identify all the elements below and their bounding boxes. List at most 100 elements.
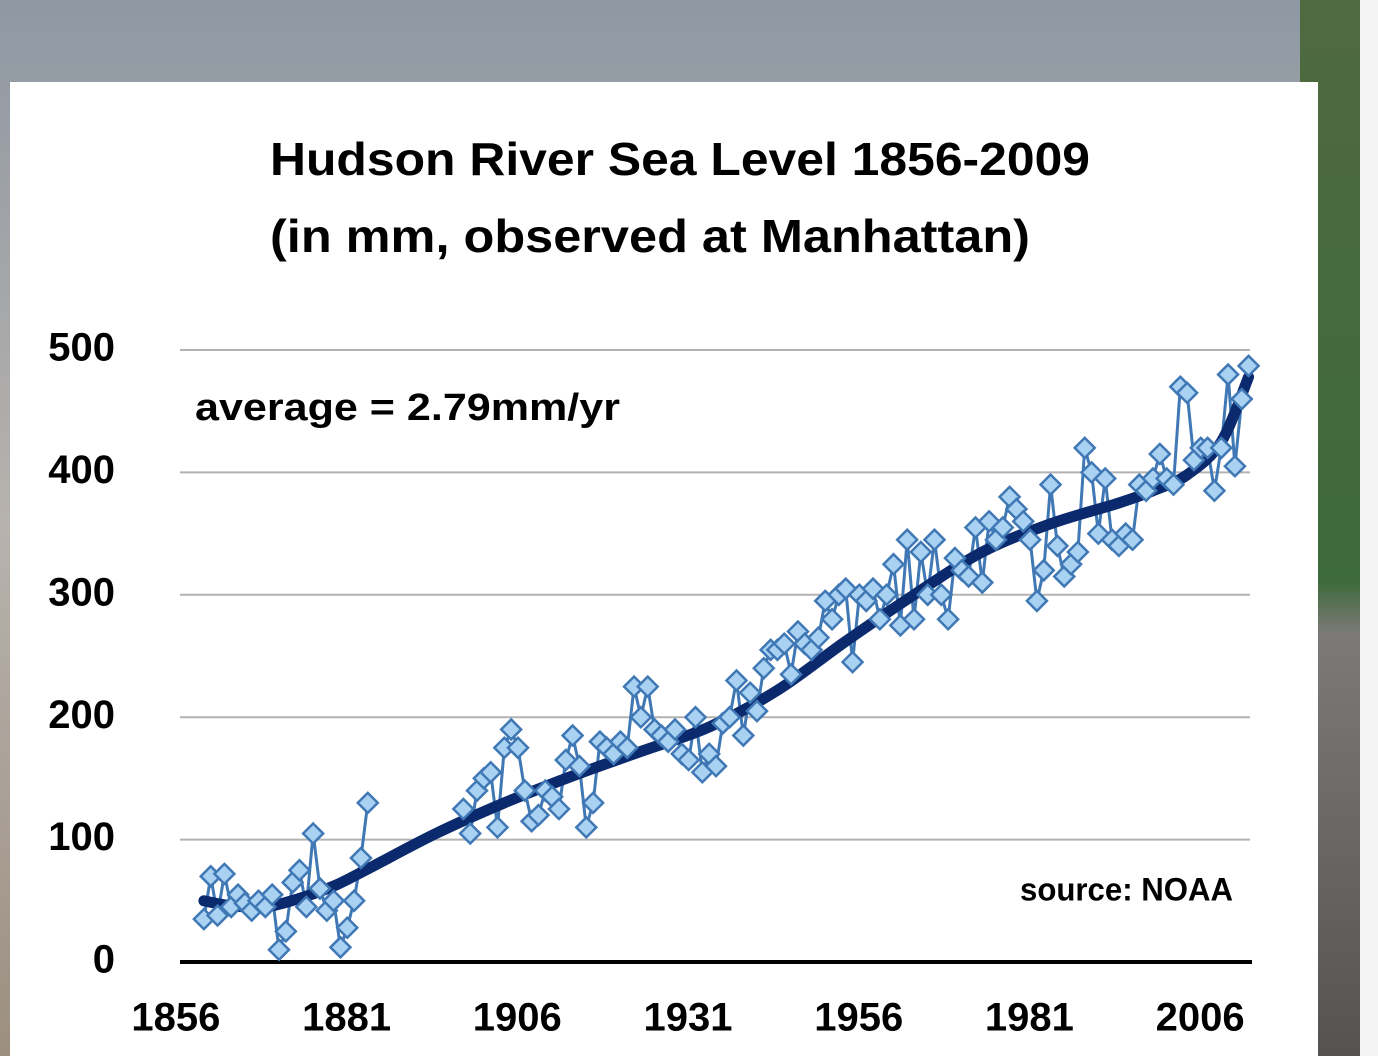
data-point xyxy=(1011,509,1036,534)
data-point xyxy=(335,915,360,940)
data-point xyxy=(349,846,373,870)
background-edge xyxy=(1360,0,1378,1056)
data-point xyxy=(212,862,237,886)
data-point xyxy=(683,705,708,729)
data-point xyxy=(478,760,503,785)
data-point xyxy=(752,656,776,681)
data-point xyxy=(567,754,592,778)
data-point xyxy=(328,935,353,960)
data-point xyxy=(840,650,865,674)
x-tick-label: 2006 xyxy=(1156,996,1245,1040)
data-point xyxy=(342,889,366,913)
data-point xyxy=(615,736,640,760)
data-point xyxy=(663,717,687,742)
data-point xyxy=(1209,436,1234,460)
data-point xyxy=(738,680,762,705)
data-point xyxy=(1216,362,1240,387)
data-point xyxy=(745,699,769,723)
data-point xyxy=(1072,436,1097,460)
data-point xyxy=(260,882,284,907)
data-point xyxy=(956,564,981,589)
data-point xyxy=(458,821,482,846)
data-point xyxy=(1229,387,1254,411)
data-point xyxy=(356,791,380,815)
data-point xyxy=(1045,534,1070,558)
data-point xyxy=(581,791,605,815)
data-point xyxy=(676,748,701,772)
data-point xyxy=(321,889,346,913)
data-point xyxy=(922,527,947,552)
data-point xyxy=(820,607,844,632)
x-tick-label: 1906 xyxy=(473,996,562,1040)
data-point xyxy=(806,625,831,650)
data-point xyxy=(1086,521,1111,546)
data-point xyxy=(909,540,933,564)
data-point xyxy=(1175,381,1199,405)
data-point xyxy=(717,705,742,729)
data-point xyxy=(267,937,291,962)
data-point xyxy=(868,607,892,632)
x-tick-label: 1981 xyxy=(985,996,1074,1040)
y-tick-label: 300 xyxy=(48,570,115,614)
data-point xyxy=(881,552,906,576)
data-point xyxy=(629,705,653,729)
data-point xyxy=(301,821,325,846)
data-point xyxy=(1148,442,1172,466)
data-point xyxy=(499,717,523,742)
data-point xyxy=(902,607,926,632)
data-point xyxy=(574,815,599,840)
data-point xyxy=(506,736,530,760)
data-point xyxy=(731,723,756,748)
annotation: source: NOAA xyxy=(1020,871,1233,907)
data-point xyxy=(704,754,728,778)
data-point xyxy=(205,903,230,928)
data-point xyxy=(970,570,995,595)
data-point xyxy=(451,797,476,821)
data-point xyxy=(294,895,319,919)
data-point xyxy=(274,919,298,944)
chart-subtitle: (in mm, observed at Manhattan) xyxy=(270,210,1030,262)
data-point xyxy=(1018,527,1042,552)
grid xyxy=(180,349,1252,964)
plot-area xyxy=(192,354,1261,962)
data-point xyxy=(861,576,885,601)
y-tick-label: 500 xyxy=(48,326,115,370)
annotation: average = 2.79mm/yr xyxy=(195,387,620,429)
y-tick-label: 400 xyxy=(48,448,115,492)
y-tick-label: 100 xyxy=(48,815,115,859)
chart-title: Hudson River Sea Level 1856-2009 xyxy=(270,133,1090,185)
data-point xyxy=(1161,472,1186,497)
data-point xyxy=(1223,454,1247,479)
data-point xyxy=(1202,478,1227,503)
data-point xyxy=(513,778,537,803)
data-point xyxy=(526,803,551,827)
data-point xyxy=(1066,540,1090,564)
data-point xyxy=(1236,354,1261,378)
y-tick-label: 200 xyxy=(48,693,115,737)
data-point xyxy=(485,815,510,840)
data-point xyxy=(560,723,585,748)
data-point xyxy=(308,876,332,901)
data-point xyxy=(1120,527,1145,552)
data-point xyxy=(1025,589,1049,613)
x-tick-label: 1881 xyxy=(302,996,391,1040)
data-point xyxy=(991,515,1015,540)
x-tick-label: 1956 xyxy=(814,996,903,1040)
y-tick-label: 0 xyxy=(93,938,115,982)
data-point xyxy=(1038,472,1063,497)
data-point xyxy=(874,583,899,607)
data-point xyxy=(635,674,660,699)
data-point xyxy=(1031,558,1056,583)
data-point xyxy=(936,607,960,632)
x-tick-label: 1856 xyxy=(131,996,220,1040)
data-point xyxy=(779,662,803,687)
data-point xyxy=(772,631,797,656)
data-point xyxy=(929,583,954,607)
data-point xyxy=(547,797,571,821)
data-point xyxy=(724,668,749,693)
data-point xyxy=(1093,466,1117,491)
data-point xyxy=(287,858,312,882)
data-point xyxy=(895,527,919,552)
x-tick-label: 1931 xyxy=(644,996,733,1040)
